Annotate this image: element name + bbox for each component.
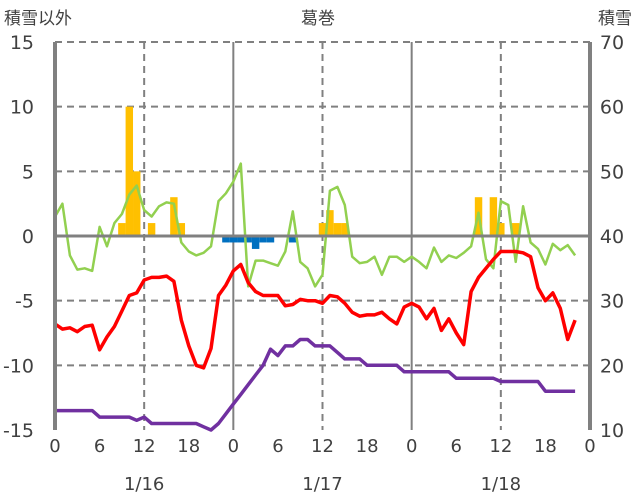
- green-series-line: [53, 162, 577, 288]
- snow-depth-line: [55, 337, 576, 432]
- left-tick-label: 10: [10, 97, 34, 119]
- right-tick-label: 40: [600, 226, 624, 248]
- precipitation-bar: [133, 171, 141, 236]
- snow-depth-change-bar: [289, 236, 297, 243]
- precipitation-bar: [125, 106, 134, 237]
- x-tick-label: 0: [406, 436, 417, 457]
- x-tick-label: 12: [133, 436, 156, 457]
- snow-depth-change-bar: [229, 236, 238, 243]
- x-tick-label: 6: [451, 436, 462, 457]
- x-tick-label: 0: [228, 436, 239, 457]
- snow-depth-change-bar: [237, 236, 245, 243]
- snow-depth-change-bar: [259, 236, 267, 243]
- precipitation-bar: [177, 223, 186, 236]
- x-tick-label: 6: [272, 436, 283, 457]
- snow-depth-change-bar: [222, 236, 230, 243]
- precipitation-bar: [511, 223, 520, 236]
- precipitation-bar: [341, 223, 349, 236]
- precipitation-bar: [489, 197, 498, 236]
- left-axis-label: 積雪以外: [4, 9, 72, 29]
- right-tick-label: 10: [600, 420, 624, 442]
- date-label: 1/16: [124, 474, 164, 495]
- precipitation-bar: [497, 223, 505, 236]
- left-tick-label: 5: [22, 161, 34, 183]
- x-tick-label: 12: [489, 436, 512, 457]
- left-tick-label: -15: [3, 420, 34, 442]
- x-tick-label: 0: [49, 436, 60, 457]
- right-tick-label: 60: [600, 97, 624, 119]
- x-tick-label: 12: [311, 436, 334, 457]
- precipitation-bar: [170, 197, 178, 236]
- temperature-line: [53, 249, 577, 370]
- x-tick-label: 6: [94, 436, 105, 457]
- snow-depth-change-bar: [244, 236, 252, 243]
- precipitation-bar: [318, 223, 327, 236]
- right-tick-label: 70: [600, 32, 624, 54]
- right-tick-label: 20: [600, 355, 624, 377]
- date-label: 1/17: [302, 474, 342, 495]
- axes: [53, 42, 592, 430]
- chart-title: 葛巻: [301, 9, 335, 29]
- precipitation-bar: [333, 223, 342, 236]
- x-tick-label: 18: [356, 436, 379, 457]
- precipitation-bar: [147, 223, 156, 236]
- left-tick-label: 0: [22, 226, 34, 248]
- x-tick-label: 18: [177, 436, 200, 457]
- right-tick-label: 50: [600, 161, 624, 183]
- left-tick-label: -10: [3, 355, 34, 377]
- lines: [53, 162, 577, 432]
- date-label: 1/18: [481, 474, 521, 495]
- right-tick-label: 30: [600, 291, 624, 313]
- x-tick-label: 18: [534, 436, 557, 457]
- snow-depth-change-bar: [251, 236, 260, 249]
- left-tick-label: 15: [10, 32, 34, 54]
- left-tick-label: -5: [15, 291, 34, 313]
- precipitation-bar: [326, 210, 334, 236]
- right-axis-label: 積雪: [598, 9, 632, 29]
- precipitation-bar: [118, 223, 126, 236]
- x-tick-label: 0: [584, 436, 595, 457]
- snow-depth-change-bar: [266, 236, 275, 243]
